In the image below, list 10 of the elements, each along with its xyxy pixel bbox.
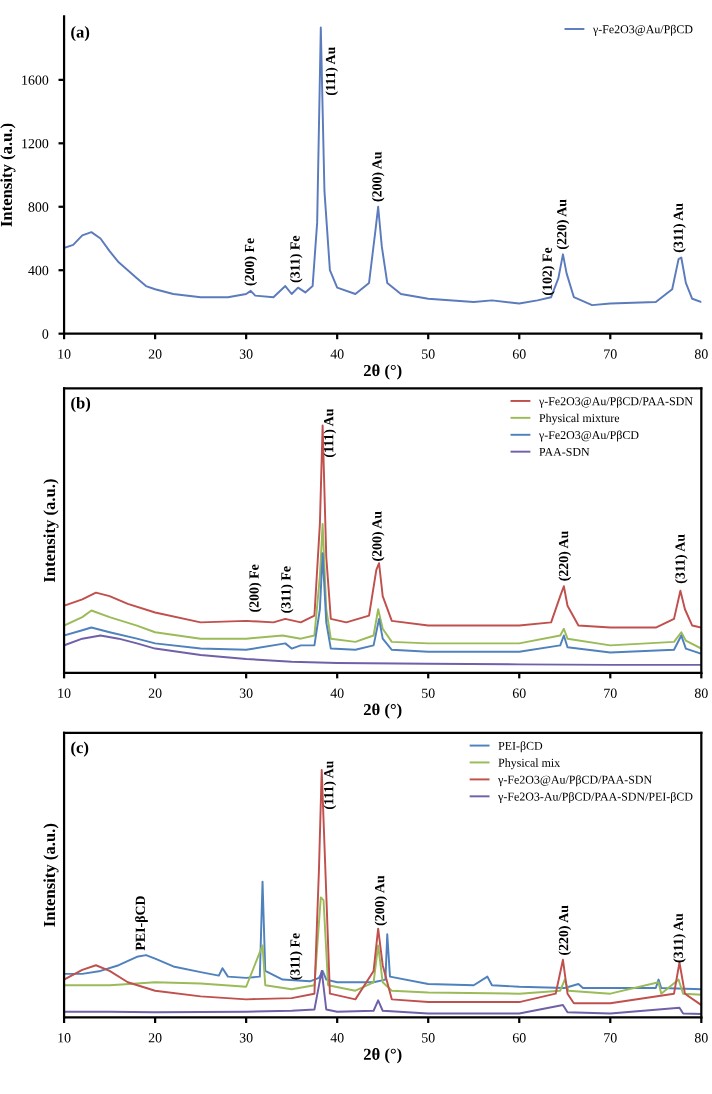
chart-title: (b) xyxy=(71,396,91,413)
y-axis-title: Intensity (a.u.) xyxy=(0,123,16,227)
x-axis-title: 2θ (°) xyxy=(363,703,402,719)
line-series xyxy=(64,26,702,307)
y-axis-title: Intensity (a.u.) xyxy=(43,479,59,583)
text: (a) xyxy=(71,25,90,42)
x-axis-title: 2θ (°) xyxy=(363,364,402,380)
chart-title: (c) xyxy=(71,741,89,757)
x-axis-title: 2θ (°) xyxy=(363,1048,402,1064)
y-axis-title: Intensity (a.u.) xyxy=(43,823,59,927)
